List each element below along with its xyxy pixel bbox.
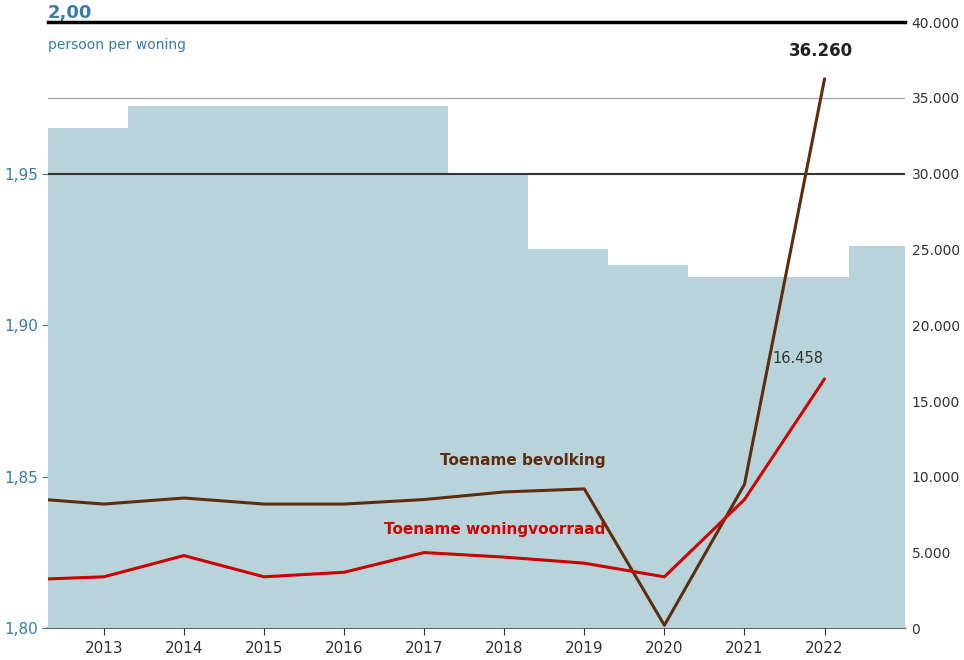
Text: Toename woningvoorraad: Toename woningvoorraad [384, 522, 605, 537]
Text: 16.458: 16.458 [772, 351, 823, 366]
Text: 2,00: 2,00 [48, 4, 93, 22]
Text: Toename bevolking: Toename bevolking [441, 453, 605, 468]
Text: 36.260: 36.260 [789, 42, 852, 59]
Text: persoon per woning: persoon per woning [48, 22, 186, 52]
